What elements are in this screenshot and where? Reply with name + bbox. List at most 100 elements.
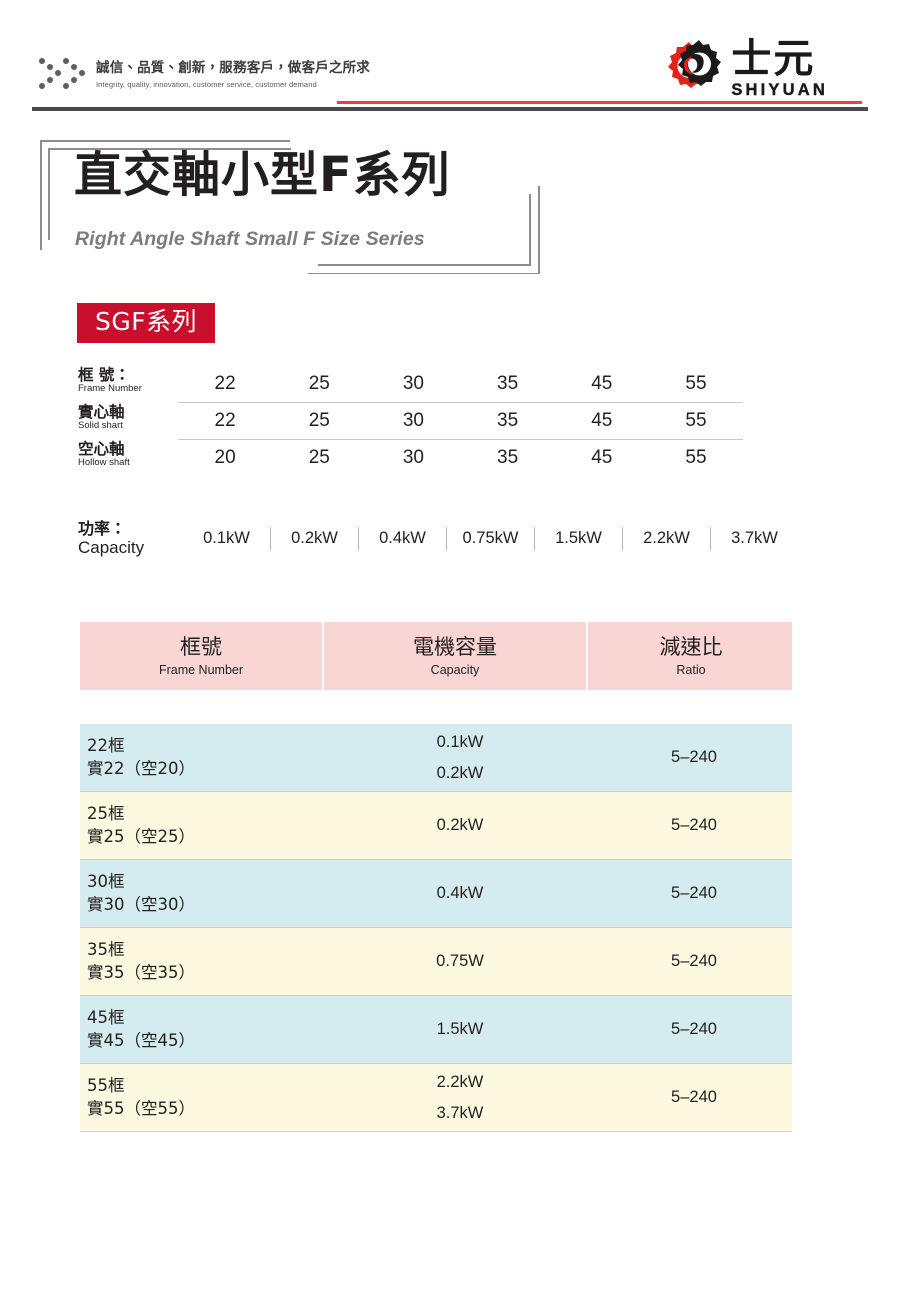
capacity-line: 1.5kW <box>436 1020 484 1039</box>
capacity-value: 0.1kW <box>203 528 250 547</box>
frame-top: 25框 <box>87 804 125 824</box>
capacity-value: 0.75kW <box>446 526 534 550</box>
ratio-value: 5–240 <box>671 748 717 766</box>
ratio-value: 5–240 <box>671 1088 717 1106</box>
page-subtitle: Right Angle Shaft Small F Size Series <box>75 228 425 250</box>
title-frame-line <box>48 148 291 150</box>
title-frame-line <box>40 140 290 142</box>
capacity-line: 0.4kW <box>436 884 484 903</box>
ratio-value: 5–240 <box>671 952 717 970</box>
spec-value: 35 <box>497 447 519 468</box>
slogan-chinese: 誠信、品質、創新，服務客戶，做客戶之所求 <box>96 60 370 76</box>
table-row: 45框 實45（空45） 1.5kW 5–240 <box>80 996 792 1064</box>
capacity-label-cn: 功率： <box>78 519 127 538</box>
capacity-line: 0.75W <box>436 952 484 971</box>
frame-number-strip: 框 號： Frame Number 22 25 30 35 45 55 實心軸 … <box>78 366 743 476</box>
spec-label-cn: 框 號： <box>78 366 130 384</box>
header-en: Frame Number <box>158 662 244 677</box>
spec-label-cn: 實心軸 <box>78 403 125 421</box>
slogan-english: Integrity, quality, innovation, customer… <box>96 79 317 89</box>
spec-value: 22 <box>214 410 236 431</box>
header-dark-rule <box>32 107 868 111</box>
capacity-value: 1.5kW <box>534 526 622 550</box>
spec-label-en: Solid shart <box>78 419 123 431</box>
capacity-line: 0.1kW <box>436 732 484 751</box>
cell-capacity: 0.75W <box>329 946 591 977</box>
logo-chinese-name: 士元 <box>731 36 816 82</box>
cell-frame-number: 45框 實45（空45） <box>80 1007 329 1052</box>
spec-label-en: Hollow shaft <box>78 456 130 468</box>
title-frame-line <box>538 186 540 274</box>
capacity-line: 0.2kW <box>436 763 484 782</box>
capacity-value: 0.4kW <box>358 526 446 550</box>
spec-value: 35 <box>497 373 519 394</box>
spec-value: 20 <box>214 447 236 468</box>
spec-values: 20 25 30 35 45 55 <box>178 447 743 469</box>
spec-value: 55 <box>685 447 707 468</box>
capacity-strip: 功率： Capacity 0.1kW 0.2kW 0.4kW 0.75kW 1.… <box>78 520 798 557</box>
cell-frame-number: 22框 實22（空20） <box>80 735 329 780</box>
frame-bottom: 實25（空25） <box>87 826 195 846</box>
spec-values: 22 25 30 35 45 55 <box>178 373 743 395</box>
frame-bottom: 實35（空35） <box>87 962 195 982</box>
brand-logo: 士元 SHIYUAN <box>659 38 828 100</box>
title-frame-line <box>529 194 531 265</box>
series-badge: SGF系列 <box>77 303 216 343</box>
title-frame-line <box>318 264 531 266</box>
spec-value: 30 <box>402 410 424 431</box>
table-row: 22框 實22（空20） 0.1kW 0.2kW 5–240 <box>80 724 792 792</box>
table-header-row: 框號 Frame Number 電機容量 Capacity 減速比 Ratio <box>80 622 792 690</box>
spec-value: 30 <box>402 373 424 394</box>
title-frame-line <box>308 272 540 274</box>
spec-values: 22 25 30 35 45 55 <box>178 410 743 432</box>
frame-bottom: 實45（空45） <box>87 1030 195 1050</box>
cell-ratio: 5–240 <box>591 1088 797 1107</box>
spec-value: 22 <box>214 373 236 394</box>
header-en: Ratio <box>676 662 706 677</box>
spec-value: 45 <box>591 447 613 468</box>
spec-value: 30 <box>402 447 424 468</box>
frame-top: 30框 <box>87 872 125 892</box>
logo-english-name: SHIYUAN <box>731 81 828 99</box>
cell-capacity: 0.4kW <box>329 878 591 909</box>
table-header-capacity: 電機容量 Capacity <box>322 622 588 690</box>
cell-ratio: 5–240 <box>591 952 797 971</box>
spec-value: 25 <box>308 410 330 431</box>
page-title-block: 直交軸小型F系列 Right Angle Shaft Small F Size … <box>40 128 560 278</box>
cell-capacity: 0.1kW 0.2kW <box>329 727 591 788</box>
header-cn: 電機容量 <box>413 635 497 660</box>
frame-top: 35框 <box>87 940 125 960</box>
spec-row-label: 框 號： Frame Number <box>78 366 178 395</box>
cell-capacity: 1.5kW <box>329 1014 591 1045</box>
cell-capacity: 2.2kW 3.7kW <box>329 1067 591 1128</box>
title-frame-line <box>48 148 50 240</box>
capacity-line: 2.2kW <box>436 1072 484 1091</box>
spec-value: 55 <box>685 410 707 431</box>
spec-row-solid-shaft: 實心軸 Solid shart 22 25 30 35 45 55 <box>78 401 743 439</box>
cell-ratio: 5–240 <box>591 748 797 767</box>
capacity-line: 0.2kW <box>436 816 484 835</box>
table-row: 25框 實25（空25） 0.2kW 5–240 <box>80 792 792 860</box>
cell-frame-number: 35框 實35（空35） <box>80 939 329 984</box>
spec-value: 35 <box>497 410 519 431</box>
cell-ratio: 5–240 <box>591 1020 797 1039</box>
spec-row-hollow-shaft: 空心軸 Hollow shaft 20 25 30 35 45 55 <box>78 438 743 476</box>
specification-table: 框號 Frame Number 電機容量 Capacity 減速比 Ratio … <box>80 622 792 1132</box>
double-chevron-dots-icon <box>36 55 94 99</box>
spec-value: 45 <box>591 373 613 394</box>
cell-frame-number: 25框 實25（空25） <box>80 803 329 848</box>
capacity-line: 3.7kW <box>436 1103 484 1122</box>
header-en: Capacity <box>430 662 480 677</box>
frame-top: 22框 <box>87 736 125 756</box>
ratio-value: 5–240 <box>671 816 717 834</box>
cell-capacity: 0.2kW <box>329 810 591 841</box>
spec-row-frame-number: 框 號： Frame Number 22 25 30 35 45 55 <box>78 366 743 402</box>
table-header-ratio: 減速比 Ratio <box>588 622 794 690</box>
cell-frame-number: 30框 實30（空30） <box>80 871 329 916</box>
spec-value: 55 <box>685 373 707 394</box>
capacity-label-en: Capacity <box>78 537 145 557</box>
table-row: 30框 實30（空30） 0.4kW 5–240 <box>80 860 792 928</box>
frame-bottom: 實55（空55） <box>87 1098 195 1118</box>
title-frame-line <box>40 140 42 250</box>
